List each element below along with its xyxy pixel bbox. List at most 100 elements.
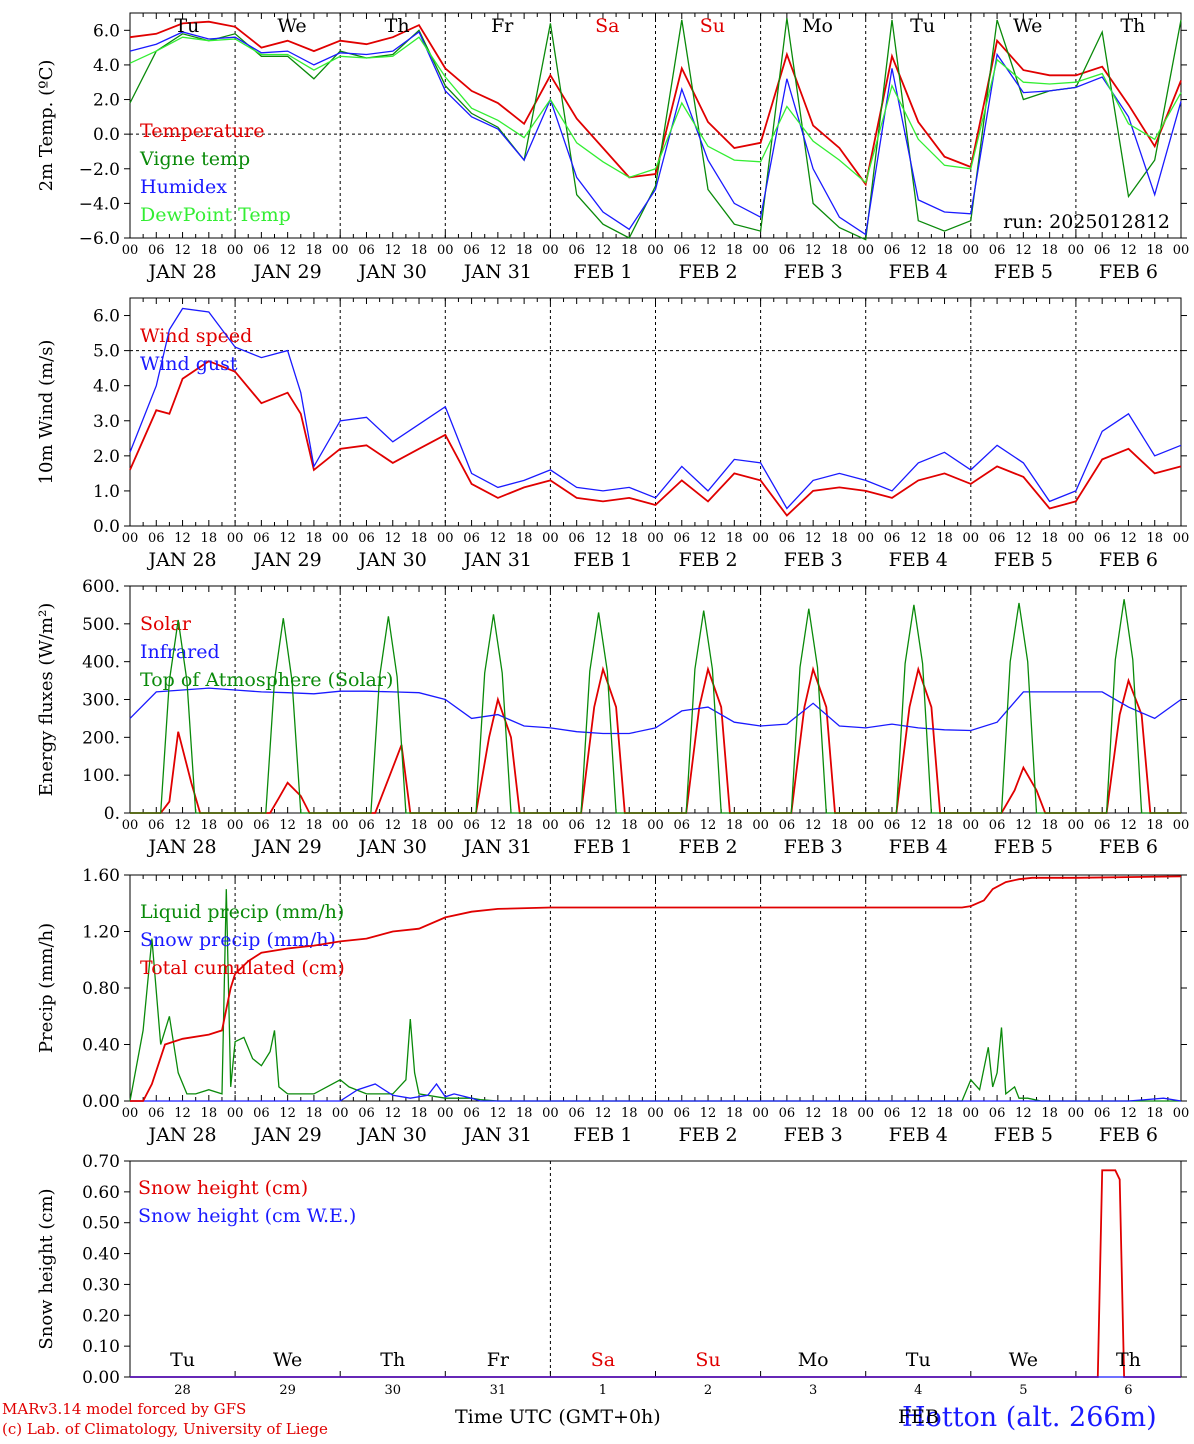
hour-tick-label: 00 — [1173, 1106, 1190, 1121]
hour-tick-label: 18 — [306, 243, 323, 258]
y-tick-label: 0. — [104, 804, 120, 824]
hour-tick-label: 00 — [857, 243, 874, 258]
y-axis-label: 10m Wind (m/s) — [36, 340, 57, 485]
hour-tick-label: 00 — [122, 531, 139, 546]
legend-entry: Wind gust — [140, 353, 238, 375]
hour-tick-label: 18 — [1041, 243, 1058, 258]
y-tick-label: 600. — [82, 577, 120, 597]
date-label: JAN 29 — [252, 836, 322, 858]
day-number-label: 6 — [1124, 1383, 1132, 1398]
hour-tick-label: 12 — [595, 818, 612, 833]
hour-tick-label: 12 — [174, 531, 191, 546]
y-tick-label: 200. — [82, 728, 120, 748]
hour-tick-label: 00 — [122, 818, 139, 833]
hour-tick-label: 06 — [463, 531, 480, 546]
hour-tick-label: 06 — [1094, 243, 1111, 258]
date-label: JAN 28 — [146, 261, 216, 283]
date-label: JAN 31 — [462, 549, 532, 571]
y-tick-label: 0.40 — [82, 1036, 120, 1056]
hour-tick-label: 18 — [621, 243, 638, 258]
hour-tick-label: 12 — [700, 531, 717, 546]
date-label: FEB 5 — [994, 261, 1053, 283]
hour-tick-label: 18 — [1146, 243, 1163, 258]
date-label: FEB 2 — [678, 549, 737, 571]
hour-tick-label: 06 — [674, 818, 691, 833]
hour-tick-label: 00 — [1068, 531, 1085, 546]
hour-tick-label: 12 — [805, 818, 822, 833]
series-line-blue — [129, 307, 1182, 510]
hour-tick-label: 12 — [910, 243, 927, 258]
date-label: FEB 6 — [1099, 1124, 1158, 1146]
hour-tick-label: 18 — [306, 531, 323, 546]
date-label: FEB 4 — [889, 261, 948, 283]
weekday-label-bottom: Su — [695, 1349, 720, 1371]
series-line-blue — [129, 687, 1182, 735]
hour-tick-label: 12 — [1120, 818, 1137, 833]
y-tick-label: 1.0 — [93, 482, 120, 502]
hour-tick-label: 18 — [411, 531, 428, 546]
hour-tick-label: 12 — [279, 243, 296, 258]
hour-tick-label: 12 — [1015, 818, 1032, 833]
weekday-label-top: Su — [700, 15, 725, 37]
day-number-label: 3 — [809, 1383, 817, 1398]
series-line-red — [129, 20, 1182, 187]
hour-tick-label: 06 — [1094, 818, 1111, 833]
hour-tick-label: 18 — [1146, 531, 1163, 546]
hour-tick-label: 06 — [358, 243, 375, 258]
legend-entry: Temperature — [140, 120, 264, 142]
hour-tick-label: 12 — [174, 243, 191, 258]
date-label: FEB 5 — [994, 1124, 1053, 1146]
y-tick-label: 3.0 — [93, 412, 120, 432]
y-axis-label: Energy fluxes (W/m²) — [36, 603, 57, 797]
hour-tick-label: 00 — [332, 818, 349, 833]
hour-tick-label: 00 — [332, 243, 349, 258]
hour-tick-label: 00 — [122, 1106, 139, 1121]
weekday-label-top: Th — [385, 15, 410, 37]
hour-tick-label: 12 — [279, 818, 296, 833]
date-label: FEB 1 — [573, 836, 632, 858]
weekday-label-bottom: Th — [1116, 1349, 1141, 1371]
lab-credit: (c) Lab. of Climatology, University of L… — [2, 1420, 328, 1438]
legend-entry: Total cumulated (cm) — [140, 957, 345, 979]
y-tick-label: 5.0 — [93, 342, 120, 362]
date-label: FEB 4 — [889, 836, 948, 858]
hour-tick-label: 18 — [411, 1106, 428, 1121]
y-tick-label: 2.0 — [93, 447, 120, 467]
y-tick-label: 0.20 — [82, 1306, 120, 1326]
hour-tick-label: 12 — [1015, 243, 1032, 258]
date-label: JAN 30 — [357, 261, 427, 283]
hour-tick-label: 00 — [227, 531, 244, 546]
hour-tick-label: 18 — [621, 531, 638, 546]
hour-tick-label: 12 — [384, 818, 401, 833]
weekday-label-top: Tu — [174, 15, 199, 37]
legend-entry: Snow precip (mm/h) — [140, 929, 336, 951]
hour-tick-label: 00 — [963, 818, 980, 833]
hour-tick-label: 12 — [700, 818, 717, 833]
hour-tick-label: 18 — [726, 1106, 743, 1121]
hour-tick-label: 00 — [542, 818, 559, 833]
hour-tick-label: 00 — [1068, 1106, 1085, 1121]
hour-tick-label: 06 — [148, 818, 165, 833]
hour-tick-label: 06 — [1094, 1106, 1111, 1121]
hour-tick-label: 06 — [884, 1106, 901, 1121]
hour-tick-label: 12 — [595, 243, 612, 258]
y-tick-label: 0.30 — [82, 1275, 120, 1295]
date-label: JAN 29 — [252, 1124, 322, 1146]
hour-tick-label: 06 — [148, 1106, 165, 1121]
date-label: JAN 31 — [462, 261, 532, 283]
hour-tick-label: 00 — [857, 818, 874, 833]
weekday-label-bottom: Tu — [170, 1349, 195, 1371]
y-tick-label: 0.10 — [82, 1337, 120, 1357]
date-label: JAN 30 — [357, 1124, 427, 1146]
hour-tick-label: 06 — [253, 243, 270, 258]
hour-tick-label: 06 — [148, 531, 165, 546]
date-label: FEB 1 — [573, 549, 632, 571]
weekday-label-top: Fr — [491, 15, 514, 37]
date-label: JAN 30 — [357, 836, 427, 858]
hour-tick-label: 00 — [542, 243, 559, 258]
hour-tick-label: 12 — [490, 1106, 507, 1121]
date-label: FEB 4 — [889, 1124, 948, 1146]
hour-tick-label: 12 — [279, 1106, 296, 1121]
legend-entry: DewPoint Temp — [140, 204, 291, 226]
hour-tick-label: 00 — [752, 818, 769, 833]
